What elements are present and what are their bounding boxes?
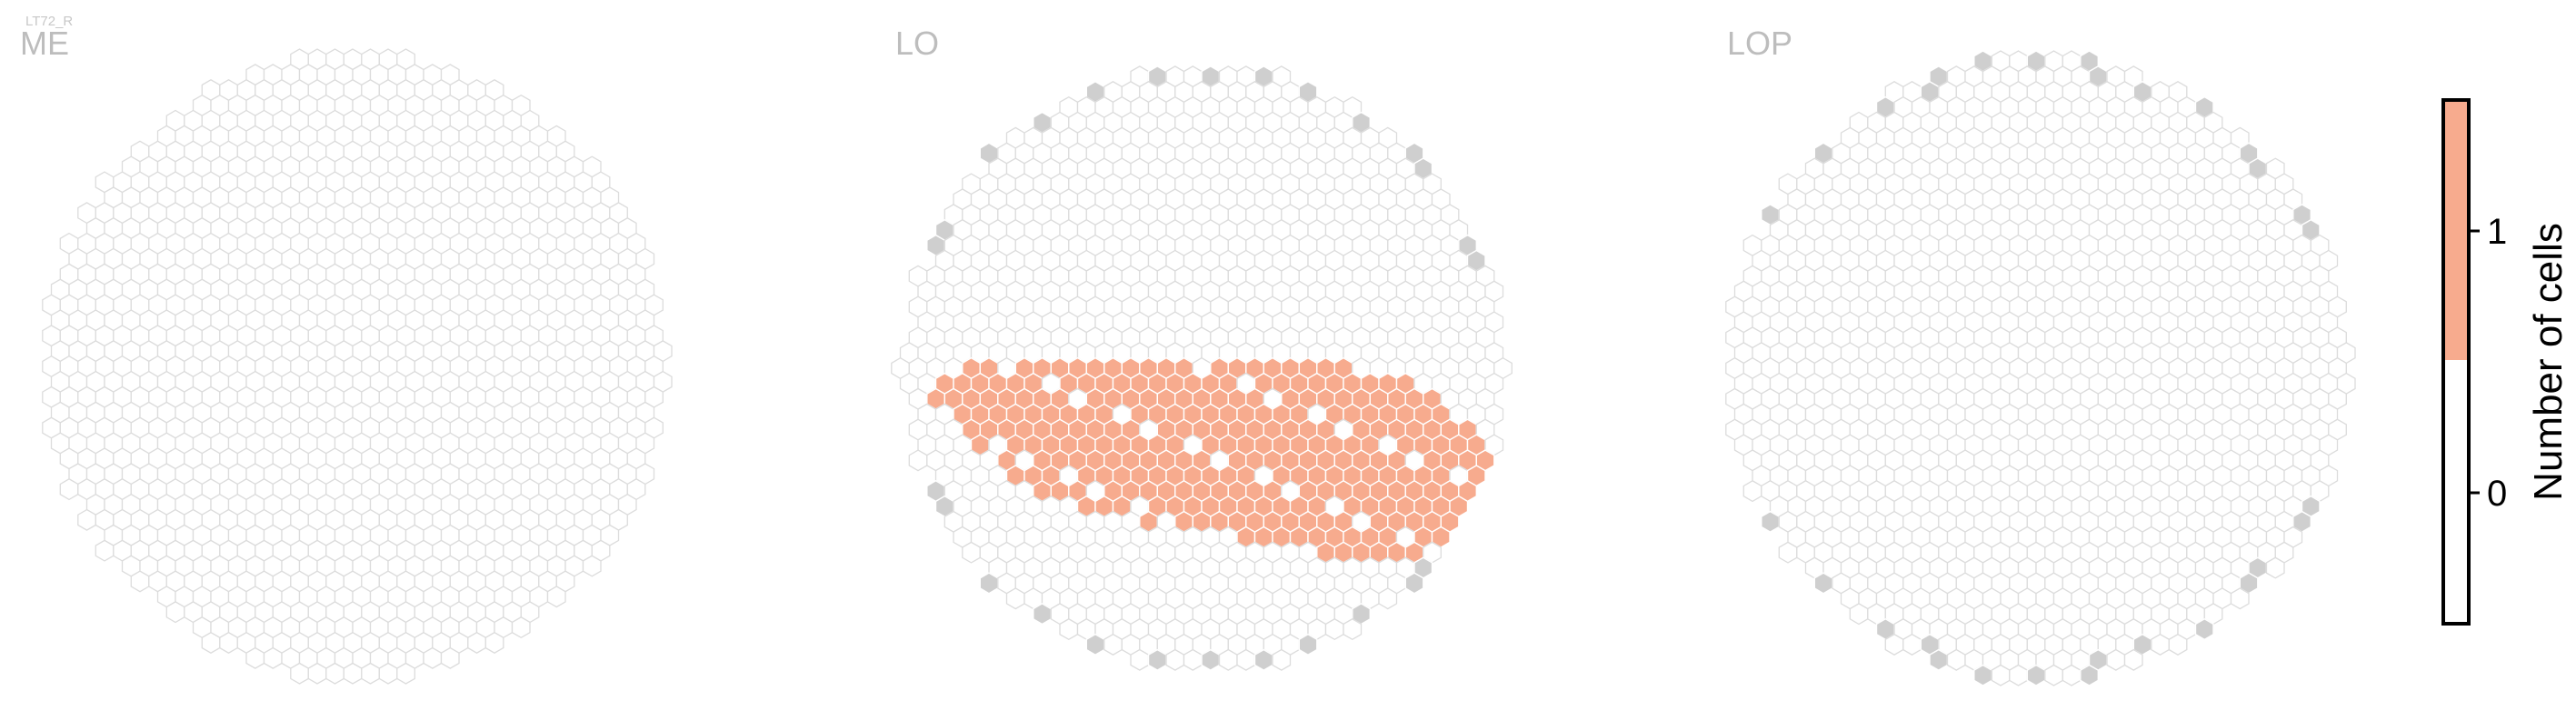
hex-cell-empty (908, 449, 928, 472)
hex-cell-empty (2151, 633, 2170, 656)
hex-cell-empty (307, 662, 327, 685)
hex-cell-empty (396, 662, 415, 685)
hex-panel-lop (1725, 50, 2356, 686)
hex-cell-empty (1778, 541, 1798, 564)
hex-cell-empty (1884, 633, 1904, 656)
hex-cell-empty (1946, 648, 1966, 671)
hex-cell-empty (165, 601, 185, 624)
hex-cell-outside (979, 572, 999, 595)
hex-cell-outside (1201, 648, 1221, 671)
hex-cell-empty (1218, 648, 1238, 671)
hex-cell-empty (467, 631, 486, 654)
hex-cell-empty (77, 508, 96, 531)
hex-cell-empty (1991, 664, 2011, 686)
hex-cell-empty (582, 555, 602, 577)
hex-cell-outside (1085, 633, 1105, 656)
hex-cell-empty (343, 662, 363, 685)
hex-cell-empty (290, 662, 309, 685)
hex-cell-outside (1929, 648, 1949, 671)
hex-cell-empty (130, 570, 150, 593)
panel-title-me: ME (20, 25, 69, 62)
hex-cell-empty (1183, 648, 1203, 671)
hex-cell-empty (1849, 603, 1869, 626)
hex-cell-empty (378, 662, 398, 685)
hex-cell-outside (1813, 572, 1833, 595)
hex-cell-outside (2080, 664, 2100, 686)
hex-cell-empty (1103, 633, 1123, 656)
hex-cell-empty (245, 646, 265, 669)
hex-cell-empty (95, 539, 115, 562)
hex-cell-empty (1902, 633, 1922, 656)
hex-cell-empty (962, 541, 981, 564)
hex-cell-empty (1272, 648, 1292, 671)
hex-cell-empty (2265, 556, 2285, 579)
hex-cell-empty (1005, 587, 1025, 610)
hex-cell-empty (1165, 648, 1185, 671)
hex-cell-outside (1298, 633, 1318, 656)
hex-cell-empty (423, 646, 443, 669)
panel-title-lop: LOP (1727, 25, 1792, 62)
colorbar-segment-0 (2443, 360, 2469, 624)
hex-cell-outside (1147, 648, 1167, 671)
hex-cell-empty (2009, 664, 2028, 686)
hex-cell-outside (2194, 617, 2214, 641)
hex-cell-empty (1742, 480, 1762, 503)
colorbar-frame (2441, 98, 2471, 626)
hex-cell-empty (1059, 618, 1079, 641)
hex-cell-empty (2044, 664, 2063, 686)
hex-cell-empty (1324, 618, 1344, 641)
cell-type-label: LT72_R (25, 14, 73, 29)
hex-cell-empty (2106, 648, 2126, 671)
hex-cell-empty (2123, 648, 2143, 671)
hex-cell-empty (1343, 618, 1363, 641)
colorbar-tick-label-1: 1 (2487, 212, 2507, 252)
hex-cell-outside (2026, 664, 2046, 686)
hex-cell-empty (440, 646, 460, 669)
hex-cell-outside (1033, 603, 1053, 626)
hex-cell-empty (325, 662, 344, 685)
hex-cell-empty (2062, 664, 2082, 686)
colorbar: 1 0 Number of cells (2441, 98, 2571, 626)
panel-title-lo: LO (895, 25, 939, 62)
colorbar-title: Number of cells (2526, 223, 2571, 501)
hex-cell-outside (1253, 648, 1273, 671)
hex-cell-outside (1761, 510, 1781, 533)
hex-cell-empty (2230, 587, 2250, 610)
hex-panel-lo (891, 65, 1513, 671)
hex-cell-empty (1378, 587, 1398, 610)
hex-cell-empty (511, 616, 531, 639)
hex-panel-me (42, 48, 673, 685)
hex-cell-empty (219, 631, 238, 654)
colorbar-tick-label-0: 0 (2487, 474, 2507, 514)
hex-cell-outside (1404, 572, 1424, 595)
hex-cell-empty (2168, 633, 2188, 656)
hex-cell-empty (59, 478, 79, 501)
hex-cell-empty (1236, 648, 1256, 671)
hex-cell-outside (1973, 664, 1993, 686)
hex-cell-empty (263, 646, 283, 669)
hex-cell-empty (1130, 648, 1150, 671)
hex-cell-empty (484, 631, 504, 654)
hex-cell-empty (201, 631, 221, 654)
hex-cell-empty (546, 586, 566, 608)
colorbar-segment-1 (2443, 100, 2469, 360)
hex-cell-empty (361, 662, 380, 685)
